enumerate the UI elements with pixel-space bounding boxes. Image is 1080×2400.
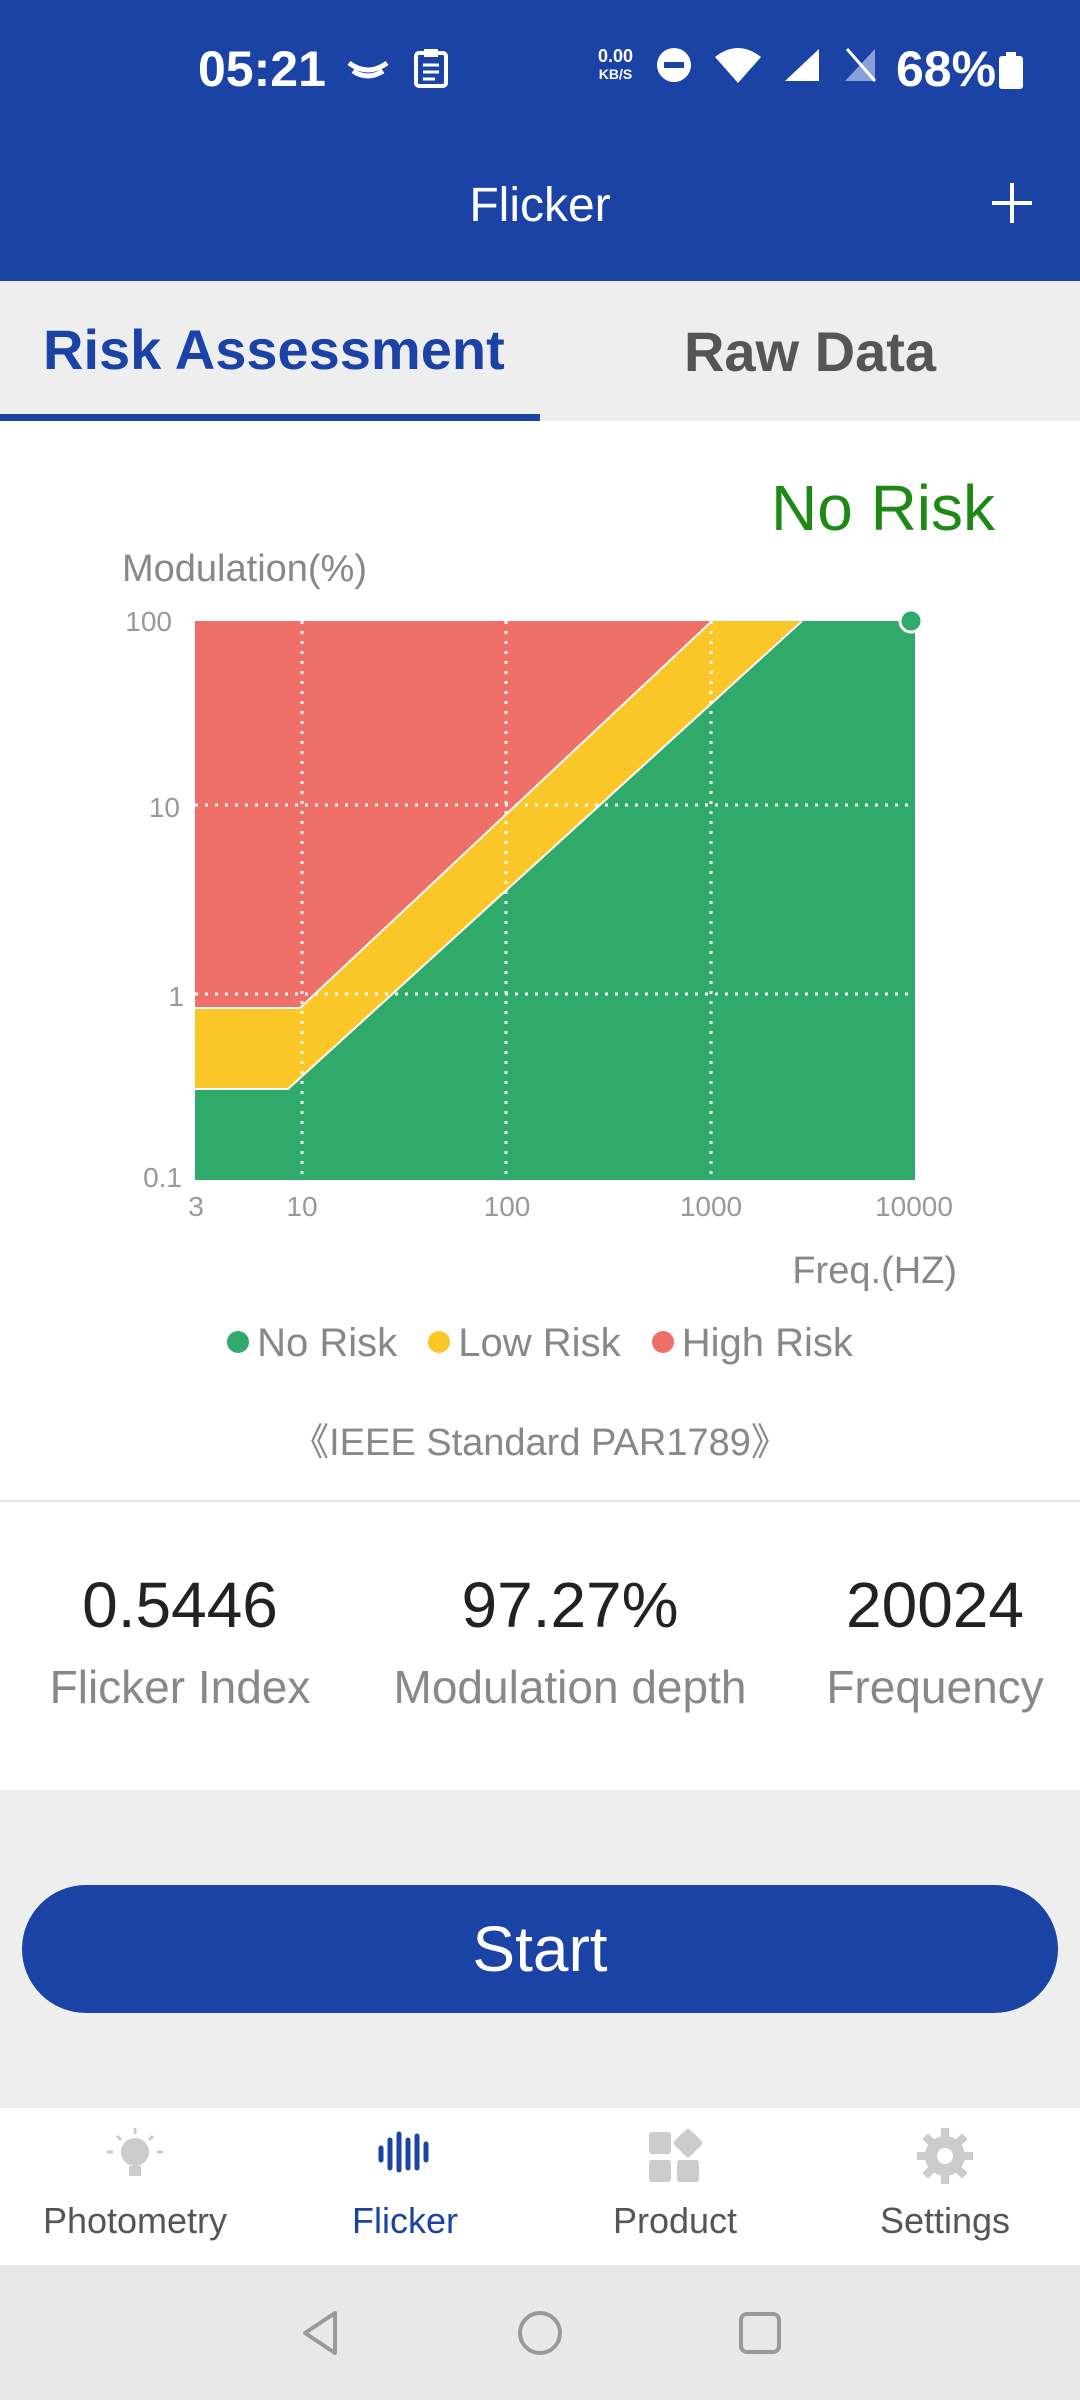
page-title: Flicker [469,179,611,232]
measured-point [898,608,924,634]
signal-icon [785,49,820,81]
tab-raw-data[interactable]: Raw Data [683,319,937,383]
nav-product[interactable]: Product [540,2108,810,2265]
chart-grid [195,621,915,1180]
risk-chart: Modulation(%) 100 10 1 0.1 3 10 100 [122,548,957,1292]
grid-icon [649,2128,703,2182]
no-risk-region [195,621,915,1180]
boundary-low-line [195,620,713,1009]
tab-underline [0,414,540,421]
x-tick-10: 10 [286,1191,317,1222]
no-sim-icon [845,48,877,82]
y-tick-10: 10 [149,792,180,823]
app-header: 05:21 0.00 KB/S 68% Flicker [0,0,1080,281]
stat-modulation-depth: 97.27% Modulation depth [393,1569,747,1713]
y-tick-1: 1 [168,981,184,1012]
stats-panel: 0.5446 Flicker Index 97.27% Modulation d… [0,1502,1080,1790]
x-tick-10000: 10000 [875,1191,953,1222]
battery-icon [999,52,1023,89]
bottom-nav: Photometry Flicker Product Settings [0,2108,1080,2265]
y-tick-100: 100 [125,606,172,637]
status-bar: 05:21 0.00 KB/S 68% [0,40,1080,100]
start-button[interactable]: Start [22,1885,1058,2013]
risk-panel: No Risk Modulation(%) 100 10 1 0.1 3 [0,421,1080,1501]
tab-bar: Risk Assessment Raw Data [0,281,1080,421]
home-icon[interactable] [514,2307,566,2359]
y-axis-label: Modulation(%) [122,548,367,590]
legend-no-risk: No Risk [227,1321,397,1366]
legend-high-risk: High Risk [651,1321,853,1366]
low-risk-region [195,621,800,1089]
x-tick-3: 3 [188,1191,204,1222]
divider [0,1500,1080,1502]
gear-icon [917,2128,973,2184]
lightbulb-icon [107,2128,163,2176]
back-icon[interactable] [295,2307,347,2359]
x-axis-label: Freq.(HZ) [792,1250,957,1292]
cast-icon [347,60,389,79]
x-tick-100: 100 [484,1191,531,1222]
nav-photometry[interactable]: Photometry [0,2108,270,2265]
stat-frequency: 20024 Frequency [826,1569,1044,1713]
plus-icon[interactable] [982,173,1042,233]
recents-icon[interactable] [734,2307,786,2359]
battery-percent: 68% [896,41,997,97]
standard-reference: 《IEEE Standard PAR1789》 [291,1422,789,1464]
nav-flicker[interactable]: Flicker [270,2108,540,2265]
clipboard-icon [414,49,448,88]
chart-legend: No Risk Low Risk High Risk [0,1321,1080,1366]
wifi-icon [715,48,762,83]
netspeed-indicator: 0.00 KB/S [598,46,634,82]
nav-settings[interactable]: Settings [810,2108,1080,2265]
tab-risk-assessment[interactable]: Risk Assessment [0,281,540,421]
system-nav-bar [0,2265,1080,2400]
status-time: 05:21 [198,41,326,97]
dnd-icon [657,48,692,82]
waveform-icon [378,2131,429,2173]
boundary-norisk-line [195,620,803,1090]
y-tick-0.1: 0.1 [143,1162,182,1193]
risk-result: No Risk [770,472,995,544]
x-tick-1000: 1000 [680,1191,742,1222]
stat-flicker-index: 0.5446 Flicker Index [49,1569,311,1713]
legend-low-risk: Low Risk [428,1321,621,1366]
